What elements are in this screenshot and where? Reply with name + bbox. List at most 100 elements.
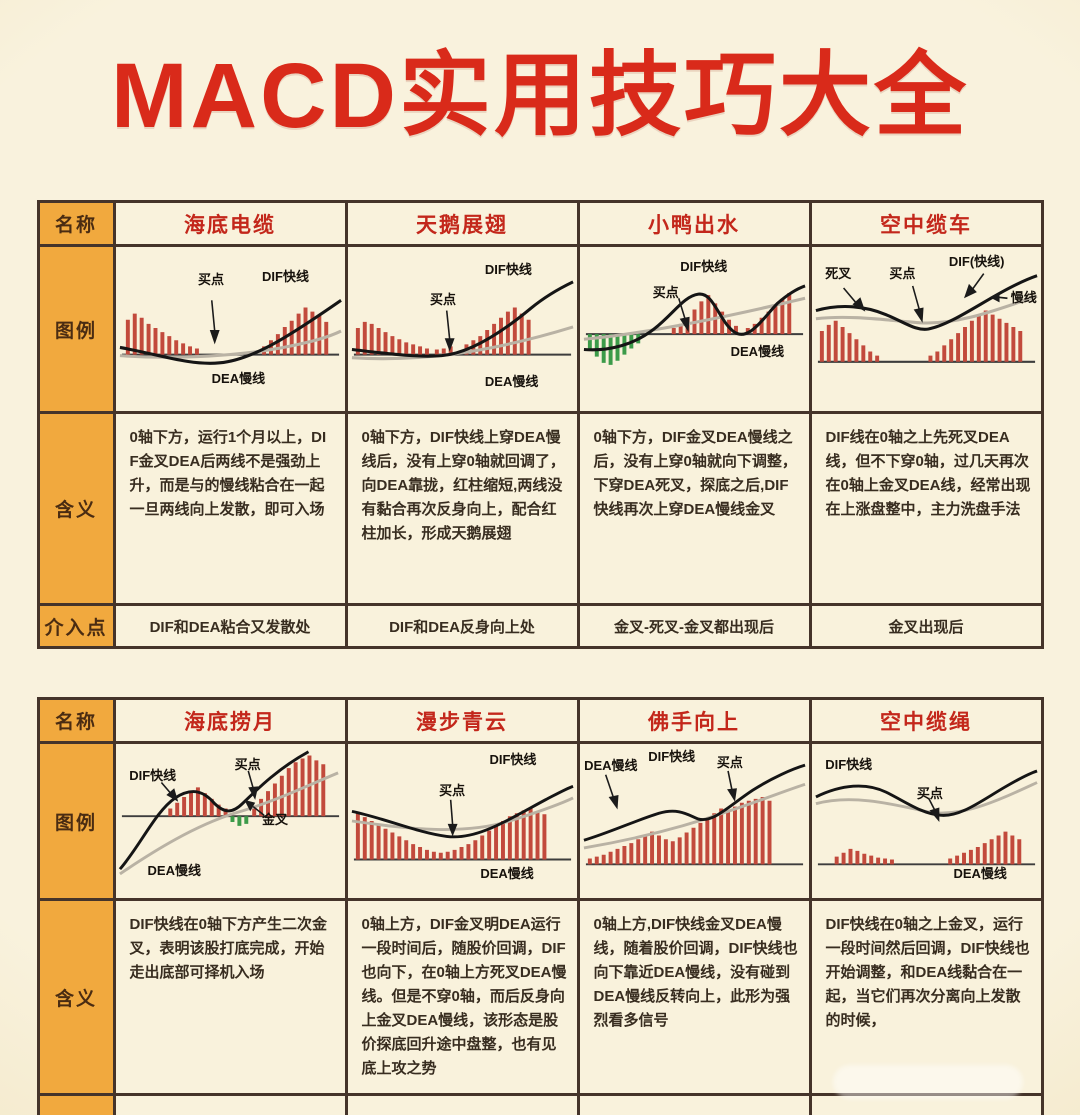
table-header-row: 名称 海底电缆 天鹅展翅 小鸭出水 空中缆车 xyxy=(36,200,1044,248)
chart-svg xyxy=(351,280,574,361)
dif-line xyxy=(351,785,574,839)
dea-line xyxy=(118,771,339,876)
dea-label: DEA慢线 xyxy=(953,866,1007,882)
macd-chart-illustration: DIF快线 买点 DEA慢线 xyxy=(812,744,1041,898)
meaning-label-cell: 含义 xyxy=(36,898,116,1097)
meaning-text: 0轴下方，DIF金叉DEA慢线之后，没有上穿0轴就向下调整，下穿DEA死叉，探底… xyxy=(576,411,812,607)
entry-text: DIF和DEA反身向上处 xyxy=(344,603,580,650)
pattern-name: 海底捞月 xyxy=(112,697,348,745)
buy-point-label: 买点 xyxy=(916,786,943,802)
meaning-text: DIF快线在0轴下方产生二次金叉，表明该股打底完成，开始走出底部可择机入场 xyxy=(112,898,348,1097)
dif-line xyxy=(815,274,1038,331)
dea-label: DEA慢线 xyxy=(480,866,534,882)
dea-label: DEA慢线 xyxy=(730,344,785,360)
entry-text xyxy=(808,1093,1044,1115)
meaning-text: DIF线在0轴之上先死叉DEA线，但不下穿0轴，过几天再次在0轴上金叉DEA线，… xyxy=(808,411,1044,607)
macd-chart-illustration: DIF快线 买点 DEA慢线 xyxy=(348,744,577,898)
meaning-row: 含义 DIF快线在0轴下方产生二次金叉，表明该股打底完成，开始走出底部可择机入场… xyxy=(36,898,1044,1100)
histogram-red xyxy=(355,307,531,355)
histogram-red xyxy=(587,796,771,865)
golden-cross-arrow xyxy=(252,805,265,816)
chart-cell: 买点 DIF快线 DEA慢线 xyxy=(112,244,348,415)
buy-point-arrow xyxy=(677,298,686,322)
histogram-red xyxy=(819,310,1022,362)
entry-text xyxy=(576,1093,812,1115)
legend-row: 图例 买点 DIF快线 DEA慢线 xyxy=(36,244,1044,415)
dif-line xyxy=(119,299,342,365)
histogram-red xyxy=(355,808,546,860)
pattern-name: 空中缆车 xyxy=(808,200,1044,248)
dea-label: DEA慢线 xyxy=(211,370,266,386)
entry-label-cell xyxy=(36,1093,116,1115)
macd-chart-illustration: DIF快线 买点 DEA慢线 xyxy=(580,247,809,411)
legend-label-cell: 图例 xyxy=(36,244,116,415)
chart-svg xyxy=(815,273,1038,363)
chart-svg xyxy=(583,763,805,866)
meaning-text: 0轴下方，DIF快线上穿DEA慢线后，没有上穿0轴就回调了，向DEA靠拢，红柱缩… xyxy=(344,411,580,607)
meaning-text: DIF快线在0轴之上金叉，运行一段时间然后回调，DIF快线也开始调整，和DEA线… xyxy=(825,916,1030,1030)
chart-svg xyxy=(351,785,574,861)
buy-point-arrow xyxy=(911,285,920,311)
entry-text: DIF和DEA粘合又发散处 xyxy=(112,603,348,650)
dif-line xyxy=(118,750,309,871)
entry-text xyxy=(112,1093,348,1115)
macd-chart-illustration: DIF快线 买点 金叉 DEA慢线 xyxy=(116,744,345,898)
chart-svg xyxy=(814,769,1038,866)
macd-chart-illustration: DIF快线 买点 DEA慢线 xyxy=(348,247,577,411)
dif-label: DIF快线 xyxy=(680,259,728,275)
meaning-text: 0轴下方，运行1个月以上，DIF金叉DEA后两线不是强劲上升，而是与的慢线粘合在… xyxy=(112,411,348,607)
histogram-green xyxy=(230,816,248,826)
pattern-name: 佛手向上 xyxy=(576,697,812,745)
dif-label: DIF(快线) xyxy=(948,254,1005,270)
buy-point-arrow xyxy=(449,799,453,825)
entry-row: 介入点 DIF和DEA粘合又发散处 DIF和DEA反身向上处 金叉-死叉-金叉都… xyxy=(36,603,1044,650)
dif-label: DIF快线 xyxy=(484,262,532,278)
chart-svg xyxy=(119,299,342,365)
buy-point-label: 买点 xyxy=(889,265,916,281)
buy-point-arrow xyxy=(210,300,215,332)
dea-label: DEA慢线 xyxy=(584,758,638,774)
meaning-text-with-watermark: DIF快线在0轴之上金叉，运行一段时间然后回调，DIF快线也开始调整，和DEA线… xyxy=(808,898,1044,1100)
page-title: MACD实用技巧大全 xyxy=(111,45,969,147)
dif-arrow xyxy=(160,782,172,795)
buy-point-arrow xyxy=(726,770,733,791)
entry-label-cell: 介入点 xyxy=(36,603,116,650)
legend-row: 图例 xyxy=(36,741,1044,902)
pattern-name: 空中缆绳 xyxy=(808,697,1044,745)
legend-label-cell: 图例 xyxy=(36,741,116,902)
histogram-red xyxy=(834,831,1021,865)
chart-cell: DIF快线 买点 金叉 DEA慢线 xyxy=(112,741,348,902)
entry-text: 金叉出现后 xyxy=(808,603,1044,650)
buy-point-label: 买点 xyxy=(234,756,261,772)
buy-point-label: 买点 xyxy=(652,285,679,301)
dif-arrow xyxy=(970,273,984,291)
chart-svg xyxy=(583,284,806,365)
dif-line xyxy=(814,769,1038,817)
name-label-cell: 名称 xyxy=(36,200,116,248)
chart-cell: 死叉 买点 DIF(快线) 慢线 xyxy=(808,244,1044,415)
meaning-text: 0轴上方,DIF快线金叉DEA慢线，随着股价回调，DIF快线也向下靠近DEA慢线… xyxy=(576,898,812,1097)
dea-label: DEA慢线 xyxy=(147,863,201,879)
meaning-row: 含义 0轴下方，运行1个月以上，DIF金叉DEA后两线不是强劲上升，而是与的慢线… xyxy=(36,411,1044,607)
chart-cell: DEA慢线 DIF快线 买点 xyxy=(576,741,812,902)
buy-point-label: 买点 xyxy=(429,291,456,307)
dif-line xyxy=(583,763,805,842)
entry-text xyxy=(344,1093,580,1115)
chart-cell: DIF快线 买点 DEA慢线 xyxy=(808,741,1044,902)
dif-label: DIF快线 xyxy=(489,752,537,768)
chart-cell: DIF快线 买点 DEA慢线 xyxy=(344,741,580,902)
golden-cross-label: 金叉 xyxy=(262,812,289,828)
dif-label: DIF快线 xyxy=(648,749,696,765)
death-cross-label: 死叉 xyxy=(825,265,852,281)
name-label-cell: 名称 xyxy=(36,697,116,745)
macd-chart-illustration: DEA慢线 DIF快线 买点 xyxy=(580,744,809,898)
buy-point-label: 买点 xyxy=(197,272,224,288)
dea-label: 慢线 xyxy=(1010,290,1037,306)
dea-arrow xyxy=(604,774,614,799)
chart-cell: DIF快线 买点 DEA慢线 xyxy=(344,244,580,415)
entry-text: 金叉-死叉-金叉都出现后 xyxy=(576,603,812,650)
pattern-name: 海底电缆 xyxy=(112,200,348,248)
dea-line xyxy=(815,294,1037,325)
partial-cropped-row xyxy=(36,1093,1044,1115)
